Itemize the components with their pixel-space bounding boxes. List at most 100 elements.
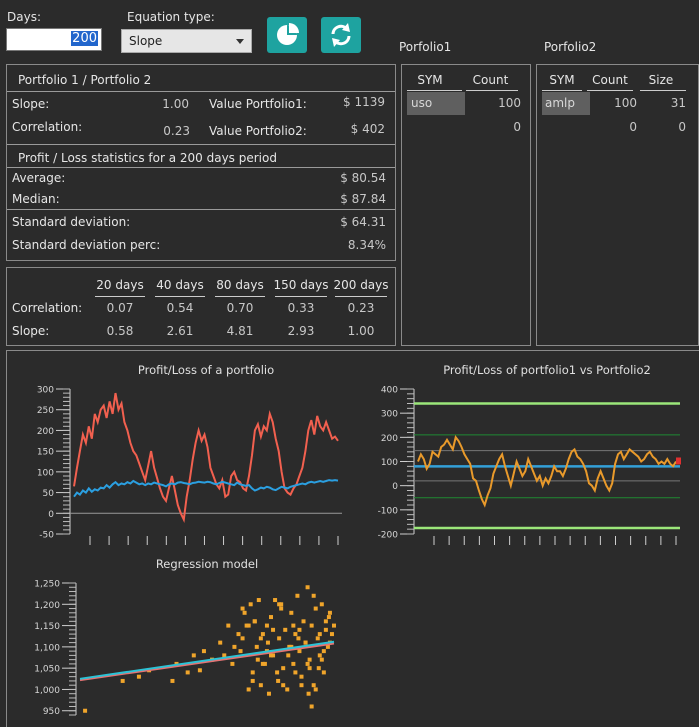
scatter-point: [313, 687, 318, 692]
portfolio2-count-cell[interactable]: 0: [629, 120, 637, 134]
scatter-point: [185, 670, 190, 675]
portfolio2-size-cell[interactable]: 0: [678, 120, 686, 134]
series-line-0: [417, 435, 677, 508]
scatter-point: [238, 649, 243, 654]
period-slope: 2.61: [166, 324, 194, 338]
stdev-perc-value: 8.34%: [347, 238, 386, 252]
refresh-button[interactable]: [321, 17, 361, 53]
correlation-value: 0.23: [163, 124, 190, 138]
scatter-point: [275, 670, 280, 675]
scatter-point: [316, 666, 321, 671]
days-input[interactable]: 200: [6, 28, 102, 51]
scatter-point: [279, 602, 284, 607]
value-portfolio2-label: Value Portfolio2:: [209, 124, 307, 138]
value-portfolio1: $ 1139: [343, 95, 385, 109]
average-value: $ 80.54: [340, 171, 386, 185]
scatter-point: [305, 585, 310, 590]
y-tick-label: 200: [37, 427, 54, 437]
scatter-point: [285, 687, 290, 692]
scatter-point: [299, 683, 304, 688]
scatter-point: [277, 636, 282, 641]
scatter-point: [332, 623, 336, 628]
chart-title: Regression model: [156, 557, 258, 571]
equation-type-select[interactable]: Slope: [121, 29, 252, 53]
scatter-point: [319, 602, 324, 607]
days-label: Days:: [7, 10, 41, 24]
period-correlation: 0.07: [106, 301, 134, 315]
portfolio2-sym-value: amlp: [545, 96, 575, 110]
scatter-point: [260, 661, 265, 666]
scatter-point: [218, 640, 223, 645]
scatter-point: [283, 627, 288, 632]
stdev-perc-label: Standard deviation perc:: [12, 238, 161, 252]
scatter-point: [136, 674, 141, 679]
scatter-point: [255, 657, 260, 662]
charts-panel: [6, 350, 699, 727]
pl-statistics-header: Profit / Loss statistics for a 200 days …: [18, 151, 277, 165]
scatter-point: [271, 653, 276, 658]
period-correlation: 0.54: [166, 301, 194, 315]
scatter-point: [279, 606, 284, 611]
scatter-point: [240, 636, 245, 641]
scatter-point: [271, 627, 276, 632]
scatter-point: [317, 632, 322, 637]
equation-type-label: Equation type:: [127, 10, 215, 24]
scatter-point: [326, 615, 331, 620]
scatter-point: [311, 593, 316, 598]
stdev-value: $ 64.31: [340, 215, 386, 229]
scatter-point: [319, 657, 324, 662]
scatter-point: [289, 644, 294, 649]
scatter-point: [191, 653, 196, 658]
portfolio1-header-sym[interactable]: SYM: [417, 73, 443, 87]
period-slope: 2.93: [287, 324, 315, 338]
scatter-point: [170, 678, 175, 683]
y-tick-label: 50: [43, 489, 55, 499]
y-tick-label: -50: [39, 531, 54, 541]
scatter-point: [311, 683, 316, 688]
pie-chart-button[interactable]: [267, 17, 307, 53]
period-correlation: 0.33: [287, 301, 315, 315]
portfolio2-count-cell[interactable]: 100: [614, 96, 637, 110]
scatter-point: [262, 661, 267, 666]
scatter-point: [303, 640, 308, 645]
scatter-point: [201, 649, 206, 654]
portfolio2-header-sym[interactable]: SYM: [549, 73, 575, 87]
scatter-point: [289, 610, 294, 615]
portfolio2-sym-cell[interactable]: amlp: [542, 92, 590, 115]
scatter-point: [266, 691, 271, 696]
scatter-point: [265, 640, 270, 645]
portfolio1-header-count[interactable]: Count: [472, 73, 509, 87]
portfolio1-count-cell[interactable]: 100: [498, 96, 521, 110]
period-correlation-label: Correlation:: [12, 301, 83, 315]
scatter-point: [321, 670, 326, 675]
scatter-point: [306, 691, 311, 696]
y-tick-label: 1,000: [34, 686, 60, 696]
y-tick-label: 1,250: [34, 580, 60, 590]
portfolio2-size-cell[interactable]: 31: [670, 96, 686, 110]
scatter-point: [250, 670, 255, 675]
scatter-point: [329, 632, 334, 637]
scatter-point: [83, 708, 88, 713]
portfolio1-count-cell[interactable]: 0: [513, 120, 521, 134]
chart-title: Profit/Loss of a portfolio: [138, 363, 274, 377]
portfolio2-header-size[interactable]: Size: [648, 73, 674, 87]
y-tick-label: 1,150: [34, 622, 60, 632]
days-value: 200: [71, 31, 98, 46]
scatter-point: [293, 632, 298, 637]
portfolio1-sym-cell[interactable]: uso: [407, 92, 465, 115]
scatter-point: [315, 636, 320, 641]
scatter-point: [258, 636, 263, 641]
scatter-point: [281, 683, 286, 688]
period-header: 40 days: [156, 278, 204, 292]
y-tick-label: 1,050: [34, 665, 60, 675]
portfolio2-header-count[interactable]: Count: [592, 73, 628, 87]
average-label: Average:: [12, 171, 66, 185]
y-tick-label: 300: [381, 410, 398, 420]
y-tick-label: 1,100: [34, 643, 60, 653]
y-tick-label: -100: [378, 506, 399, 516]
end-marker: [676, 457, 681, 465]
summary-panel: [6, 64, 396, 261]
scatter-point: [313, 606, 318, 611]
y-tick-label: -200: [378, 531, 399, 541]
y-tick-label: 300: [37, 386, 54, 396]
